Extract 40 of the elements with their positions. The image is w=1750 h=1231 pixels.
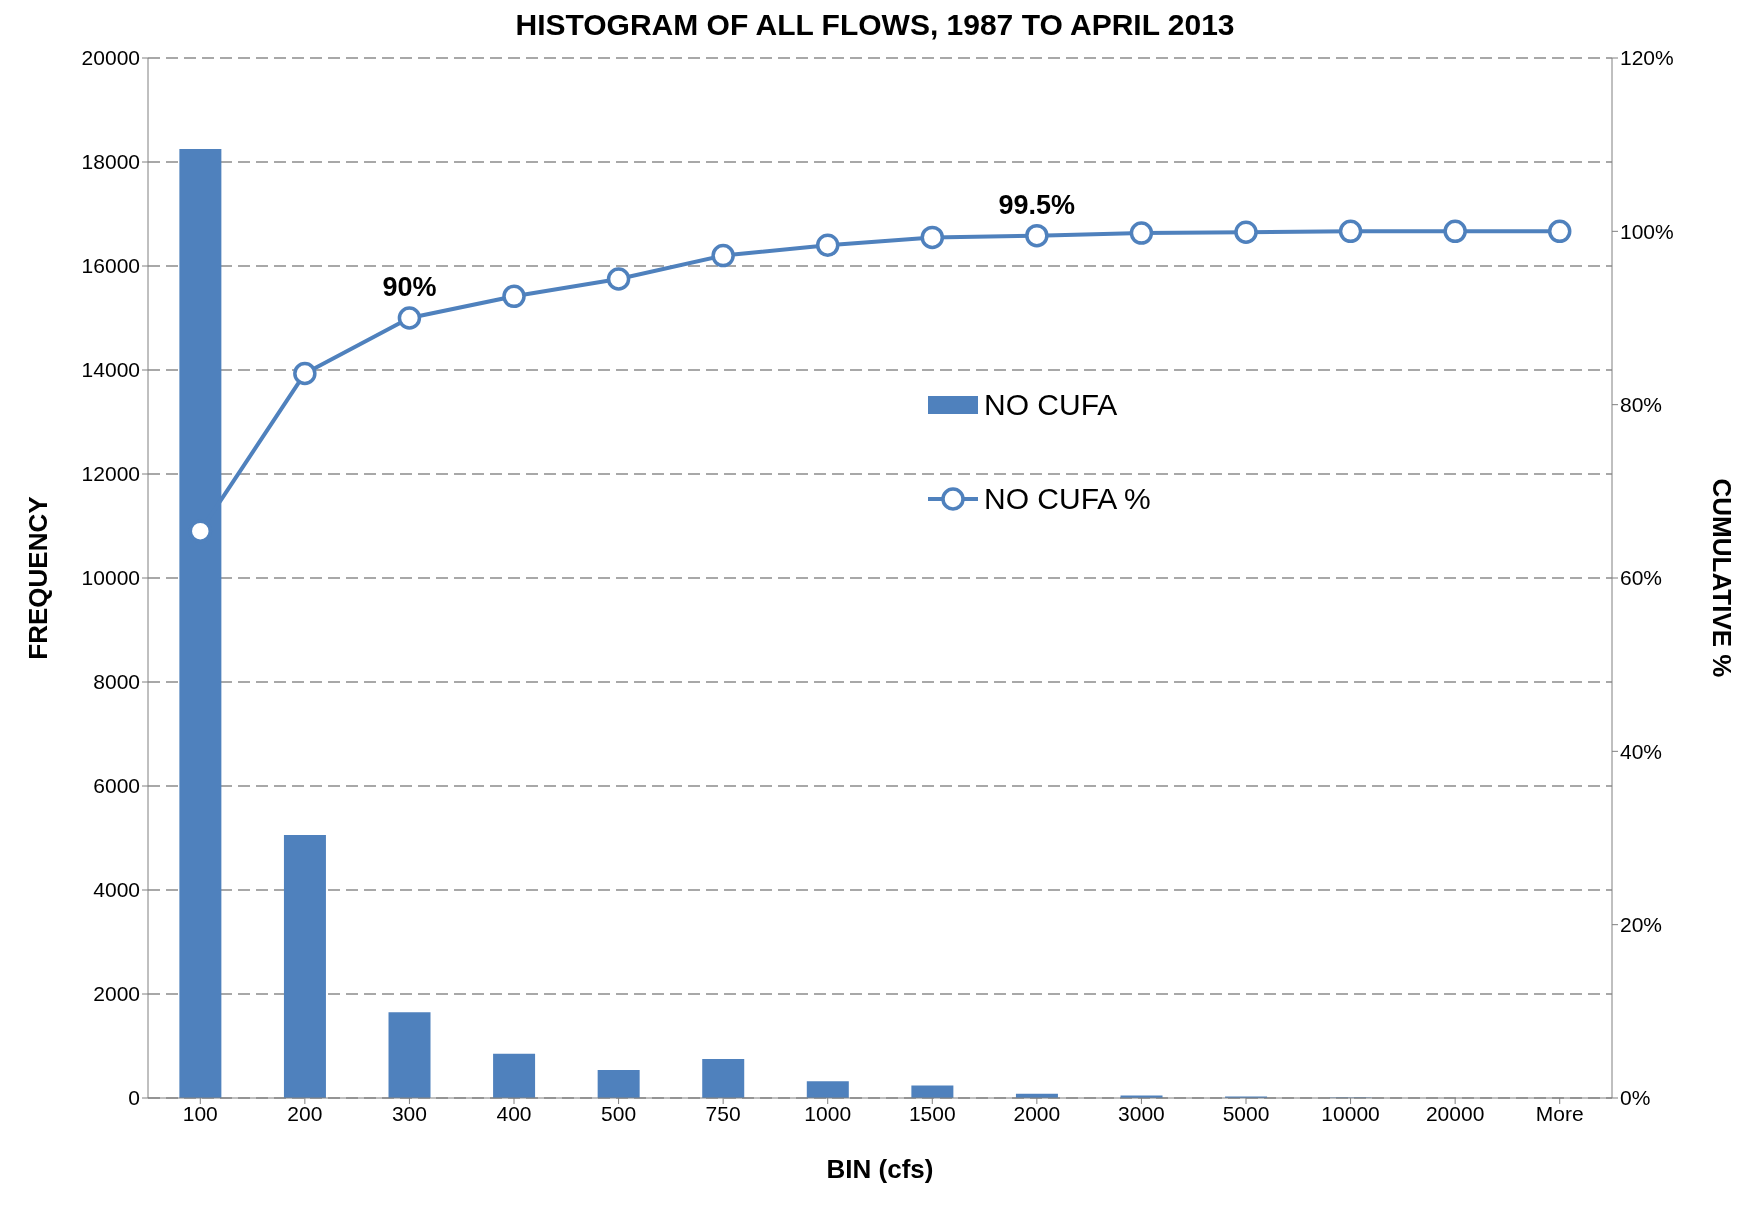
x-tick-label: 750 — [705, 1101, 741, 1125]
y-tick-label: 4000 — [93, 878, 140, 902]
x-tick-label: 200 — [287, 1101, 323, 1125]
y-tick-label: 12000 — [81, 462, 140, 486]
x-tick-label: 1000 — [804, 1101, 852, 1125]
y2-tick-label: 20% — [1620, 913, 1663, 937]
x-tick-label: 10000 — [1321, 1101, 1380, 1125]
y2-tick-label: 0% — [1620, 1086, 1651, 1110]
x-tick-label: 500 — [601, 1101, 637, 1125]
x-tick-label: 100 — [182, 1101, 218, 1125]
y-tick-label: 10000 — [81, 566, 140, 590]
x-tick-label: 3000 — [1118, 1101, 1165, 1125]
y-tick-label: 14000 — [81, 358, 140, 382]
x-tick-label: 5000 — [1222, 1101, 1270, 1125]
x-axis-title: BIN (cfs) — [826, 1154, 934, 1184]
legend-label: NO CUFA — [984, 388, 1118, 422]
data-label: 90% — [382, 272, 437, 302]
y2-tick-label: 60% — [1620, 566, 1663, 590]
y-axis-title: FREQUENCY — [23, 496, 54, 660]
legend-label: NO CUFA % — [984, 482, 1151, 516]
x-tick-label: 2000 — [1013, 1101, 1061, 1125]
y-tick-label: 2000 — [93, 982, 140, 1006]
y2-tick-label: 100% — [1620, 219, 1674, 243]
y-tick-label: 18000 — [81, 150, 140, 174]
y-tick-label: 20000 — [81, 46, 140, 70]
data-label: 99.5% — [998, 189, 1076, 220]
y2-tick-label: 80% — [1620, 393, 1663, 417]
x-tick-label: More — [1535, 1101, 1584, 1125]
y-tick-label: 16000 — [81, 254, 140, 278]
chart-title: HISTOGRAM OF ALL FLOWS, 1987 TO APRIL 2013 — [514, 8, 1236, 43]
y-tick-label: 8000 — [93, 670, 140, 694]
y2-tick-label: 40% — [1620, 739, 1663, 763]
y2-tick-label: 120% — [1620, 46, 1674, 70]
x-tick-label: 1500 — [908, 1101, 956, 1125]
y-tick-label: 0 — [128, 1086, 140, 1110]
y2-axis-title: CUMULATIVE % — [1706, 478, 1737, 678]
x-tick-label: 300 — [391, 1101, 427, 1125]
x-tick-label: 400 — [496, 1101, 532, 1125]
x-tick-label: 20000 — [1425, 1101, 1485, 1125]
y-tick-label: 6000 — [93, 774, 140, 798]
